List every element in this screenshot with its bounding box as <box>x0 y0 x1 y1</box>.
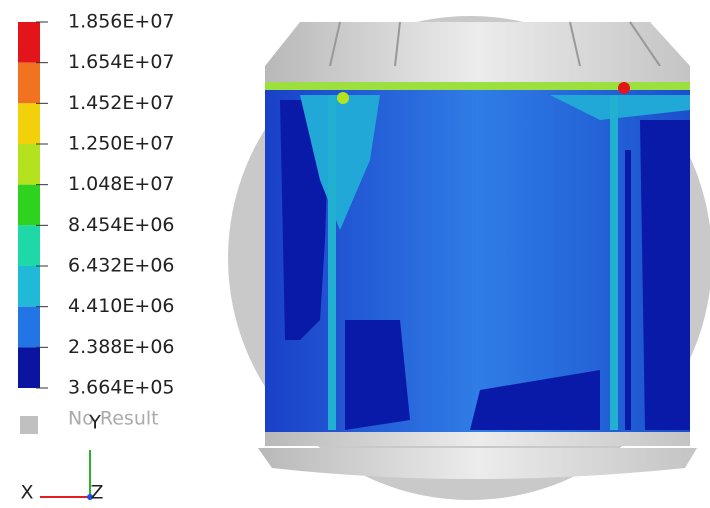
no-result-label: No Result <box>68 408 159 430</box>
legend-band <box>18 307 40 348</box>
axis-z-label: Z <box>90 482 103 504</box>
legend-band <box>18 225 40 266</box>
legend-label: 1.856E+07 <box>68 11 175 33</box>
legend-label: 6.432E+06 <box>68 255 175 277</box>
legend-label: 1.250E+07 <box>68 133 175 155</box>
legend-label: 1.048E+07 <box>68 173 175 195</box>
legend-band <box>18 103 40 144</box>
axis-x-label: X <box>20 482 33 504</box>
legend-label: 4.410E+06 <box>68 295 175 317</box>
no-result-swatch <box>20 416 38 434</box>
legend-label: 2.388E+06 <box>68 336 175 358</box>
legend-band <box>18 185 40 226</box>
legend-band <box>18 144 40 185</box>
legend-band <box>18 266 40 307</box>
legend-label: 1.654E+07 <box>68 51 175 73</box>
legend-label: 8.454E+06 <box>68 214 175 236</box>
legend-label: 1.452E+07 <box>68 92 175 114</box>
model <box>228 16 710 500</box>
legend-label: 3.664E+05 <box>68 377 175 399</box>
legend-band <box>18 22 40 63</box>
legend-band <box>18 347 40 388</box>
legend-band <box>18 63 40 104</box>
legend: 1.856E+07 1.654E+07 1.452E+07 1.250E+07 1.04… <box>18 11 175 435</box>
axis-y-label: Y <box>88 412 101 434</box>
viewport: 1.856E+07 1.654E+07 1.452E+07 1.250E+07 1.04… <box>0 0 710 508</box>
